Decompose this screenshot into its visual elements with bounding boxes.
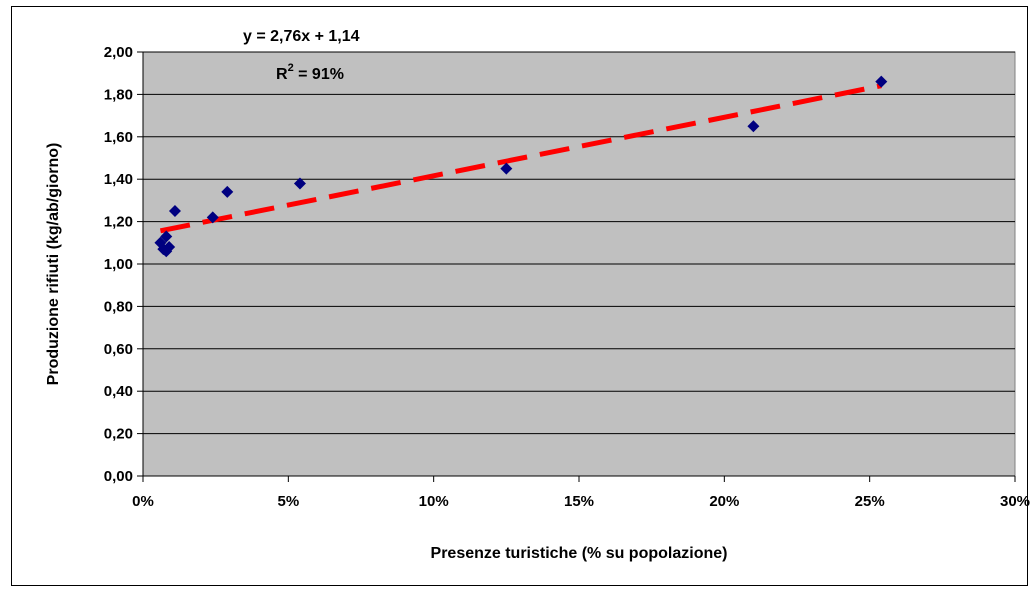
y-tick-label: 1,20 xyxy=(104,214,133,231)
y-tick-label: 1,40 xyxy=(104,171,133,188)
r-squared-r: R xyxy=(276,66,288,83)
r-squared-value: = 91% xyxy=(294,66,344,83)
x-tick-label: 5% xyxy=(277,493,299,510)
y-tick-label: 1,00 xyxy=(104,256,133,273)
y-tick-label: 1,80 xyxy=(104,86,133,103)
x-tick-labels: 0% 5% 10% 15% 20% 25% 30% xyxy=(132,493,1030,510)
x-tick-label: 15% xyxy=(564,493,594,510)
data-point xyxy=(747,120,760,133)
x-tick-label: 10% xyxy=(419,493,449,510)
y-tick-label: 0,80 xyxy=(104,298,133,315)
x-tick-label: 20% xyxy=(709,493,739,510)
data-point xyxy=(168,205,181,217)
data-points xyxy=(154,75,888,258)
x-tick-label: 0% xyxy=(132,493,154,510)
x-tick-label: 25% xyxy=(855,493,885,510)
trendline-equation: y = 2,76x + 1,14 xyxy=(243,28,360,45)
y-tick-labels: 0,00 0,20 0,40 0,60 0,80 1,00 1,20 1,40 1,60 1,80… xyxy=(104,44,133,485)
y-tick-label: 0,40 xyxy=(104,383,133,400)
y-tick-label: 0,60 xyxy=(104,341,133,358)
r-squared-superscript: 2 xyxy=(288,62,294,74)
trendline xyxy=(159,83,882,234)
data-point xyxy=(875,75,888,88)
data-point xyxy=(206,211,219,224)
data-point xyxy=(500,162,513,175)
data-point xyxy=(160,230,173,243)
y-tick-label: 0,00 xyxy=(104,468,133,485)
y-axis-title: Produzione rifiuti (kg/ab/giorno) xyxy=(45,143,62,386)
y-tick-label: 2,00 xyxy=(104,44,133,61)
y-tick-label: 0,20 xyxy=(104,426,133,443)
data-point xyxy=(293,177,306,190)
data-point xyxy=(221,185,234,198)
r-squared-label: R2 = 91% xyxy=(276,62,344,83)
trendline-group xyxy=(159,83,882,234)
gridlines xyxy=(137,51,1015,477)
data-point xyxy=(163,241,176,254)
y-tick-label: 1,60 xyxy=(104,129,133,146)
axes xyxy=(142,52,1016,482)
x-tick-label: 30% xyxy=(1000,493,1030,510)
x-axis-title: Presenze turistiche (% su popolazione) xyxy=(431,545,728,562)
